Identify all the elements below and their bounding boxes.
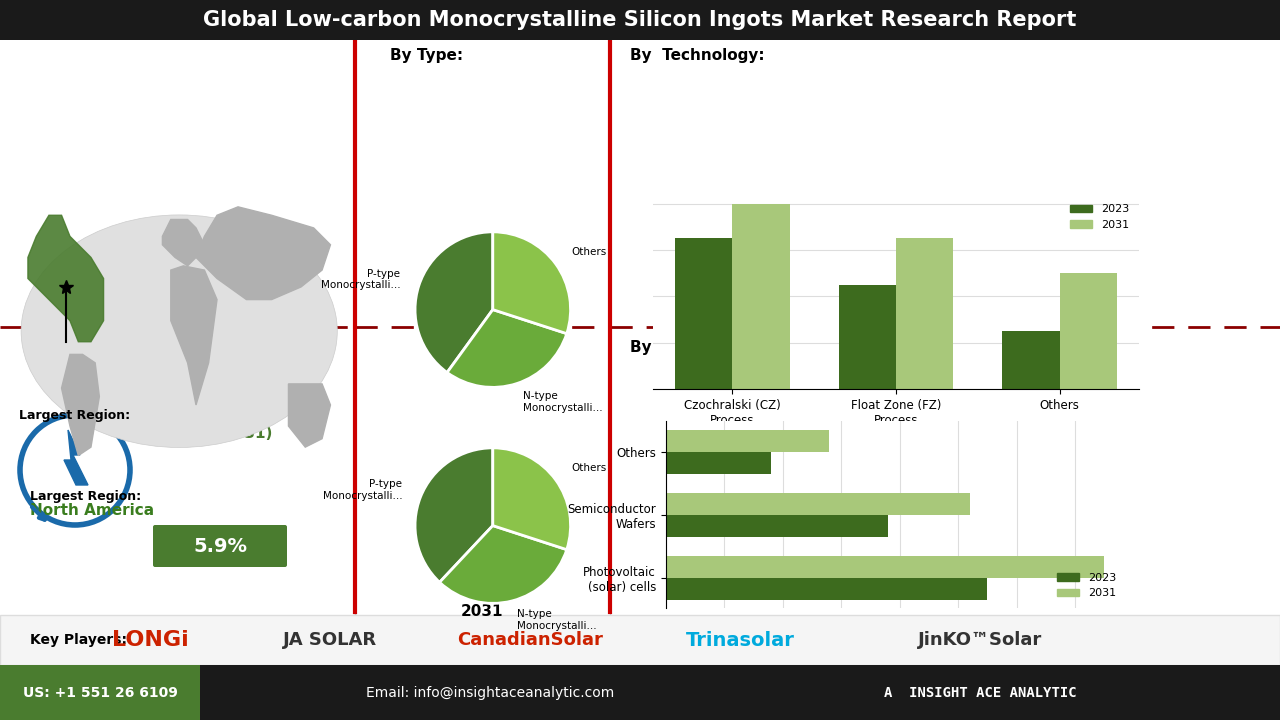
Bar (1002, 331, 1060, 389)
Wedge shape (439, 526, 567, 603)
Wedge shape (493, 448, 571, 549)
Wedge shape (415, 232, 493, 372)
Text: US$ 4.36 Bn
(2023): US$ 4.36 Bn (2023) (177, 355, 262, 383)
Text: CAGR
(2024-2031): CAGR (2024-2031) (168, 409, 273, 441)
Polygon shape (170, 266, 218, 405)
Text: A  INSIGHT ACE ANALYTIC: A INSIGHT ACE ANALYTIC (883, 686, 1076, 700)
FancyBboxPatch shape (0, 40, 1280, 615)
Text: Email: info@insightaceanalytic.com: Email: info@insightaceanalytic.com (366, 686, 614, 700)
Bar (666, 515, 888, 537)
Bar (1060, 273, 1117, 389)
FancyBboxPatch shape (0, 0, 1280, 40)
Bar (666, 556, 1105, 578)
Text: 2023: 2023 (461, 305, 503, 320)
Text: Global Low-carbon Monocrystalline Silicon Ingots Market Research Report: Global Low-carbon Monocrystalline Silico… (204, 10, 1076, 30)
Text: Largest Region:: Largest Region: (19, 409, 131, 422)
Wedge shape (447, 310, 567, 387)
Text: US: +1 551 26 6109: US: +1 551 26 6109 (23, 686, 178, 700)
FancyBboxPatch shape (154, 525, 287, 567)
Text: 2031: 2031 (461, 605, 503, 619)
Bar (666, 578, 987, 600)
Bar (838, 284, 896, 389)
FancyBboxPatch shape (0, 665, 1280, 720)
Text: By Type:: By Type: (390, 48, 463, 63)
Text: Trinasolar: Trinasolar (686, 631, 795, 649)
Bar (896, 238, 954, 389)
Legend: 2023, 2031: 2023, 2031 (1065, 200, 1134, 235)
FancyBboxPatch shape (154, 346, 287, 392)
Polygon shape (61, 354, 100, 456)
Bar (666, 492, 970, 515)
Polygon shape (196, 207, 330, 300)
Text: N-type
Monocrystalli...: N-type Monocrystalli... (517, 609, 596, 631)
Text: P-type
Monocrystalli...: P-type Monocrystalli... (321, 269, 401, 290)
Text: N-type
Monocrystalli...: N-type Monocrystalli... (522, 391, 603, 413)
Polygon shape (288, 384, 330, 447)
Wedge shape (415, 448, 493, 582)
Text: JinKO™Solar: JinKO™Solar (918, 631, 1042, 649)
Polygon shape (28, 215, 104, 342)
Text: Others: Others (571, 248, 607, 258)
Text: Others: Others (571, 464, 607, 474)
Text: Largest Region:: Largest Region: (29, 490, 141, 503)
Text: By  Technology:: By Technology: (630, 48, 764, 63)
Text: LONGi: LONGi (111, 630, 188, 650)
Text: P-type
Monocrystalli...: P-type Monocrystalli... (323, 479, 402, 500)
Text: CanadianSolar: CanadianSolar (457, 631, 603, 649)
Text: Key Players:: Key Players: (29, 633, 127, 647)
Text: 5.9%: 5.9% (193, 536, 247, 556)
Ellipse shape (22, 215, 338, 447)
Polygon shape (64, 430, 88, 485)
Bar (666, 451, 771, 474)
Polygon shape (163, 220, 205, 266)
Legend: 2023, 2031: 2023, 2031 (1052, 568, 1121, 603)
Text: Market Size:: Market Size: (166, 328, 274, 343)
Text: By Application:: By Application: (630, 340, 760, 355)
FancyBboxPatch shape (0, 615, 1280, 665)
Text: JA SOLAR: JA SOLAR (283, 631, 378, 649)
Text: North America: North America (29, 503, 154, 518)
Bar (666, 430, 829, 451)
Wedge shape (493, 232, 571, 333)
Bar (675, 238, 732, 389)
Bar (732, 204, 790, 389)
FancyBboxPatch shape (0, 665, 200, 720)
